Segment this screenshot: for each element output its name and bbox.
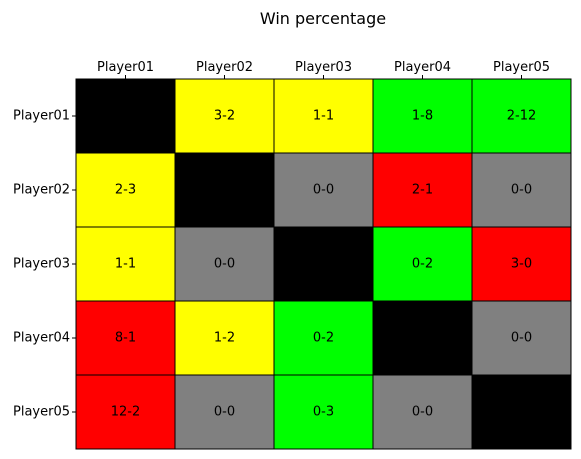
heatmap-cells — [75, 78, 572, 450]
heatmap-cell — [75, 300, 176, 376]
heatmap-cell — [75, 152, 176, 228]
row-tick-label: Player01 — [13, 109, 70, 124]
row-tick-label: Player04 — [13, 331, 70, 346]
row-tick-labels: Player01 Player02 Player03 Player04 Player05 — [13, 109, 70, 420]
heatmap-cell-label: 0-0 — [214, 405, 235, 420]
heatmap-cell — [273, 374, 374, 450]
column-tick-label: Player02 — [196, 60, 253, 75]
axis-ticks — [72, 75, 522, 413]
heatmap-cell-label: 0-3 — [313, 405, 334, 420]
heatmap-cell-label: 0-0 — [511, 183, 532, 198]
heatmap-cell — [174, 300, 275, 376]
heatmap-cell-label: 0-0 — [511, 331, 532, 346]
heatmap-cell-label: 3-0 — [511, 257, 532, 272]
heatmap-cell-label: 0-0 — [214, 257, 235, 272]
heatmap-cell — [471, 226, 572, 302]
heatmap-cell-label: 2-12 — [507, 109, 537, 124]
heatmap-cell-label: 2-1 — [412, 183, 433, 198]
heatmap-cell-label: 0-0 — [412, 405, 433, 420]
heatmap-cell — [75, 374, 176, 450]
heatmap-cell-label: 0-0 — [313, 183, 334, 198]
heatmap-cell — [471, 78, 572, 154]
heatmap-cell — [471, 152, 572, 228]
column-tick-label: Player04 — [394, 60, 451, 75]
heatmap-cell-label: 2-3 — [115, 183, 136, 198]
heatmap-cell-label: 1-8 — [412, 109, 433, 124]
heatmap-cell — [372, 374, 473, 450]
column-tick-labels: Player01 Player02 Player03 Player04 Player05 — [97, 60, 550, 75]
heatmap-cell-label: 1-1 — [313, 109, 334, 124]
heatmap-cell — [174, 374, 275, 450]
row-tick-label: Player03 — [13, 257, 70, 272]
column-tick-label: Player01 — [97, 60, 154, 75]
chart-title: Win percentage — [260, 9, 386, 28]
column-tick-label: Player05 — [493, 60, 550, 75]
heatmap-cell — [75, 78, 176, 154]
plot-frame — [75, 78, 572, 450]
heatmap-cell-label: 1-1 — [115, 257, 136, 272]
heatmap-cell — [174, 226, 275, 302]
heatmap-cell — [471, 300, 572, 376]
heatmap-cell-label: 0-2 — [412, 257, 433, 272]
heatmap-cell-label: 0-2 — [313, 331, 334, 346]
column-tick-label: Player03 — [295, 60, 352, 75]
heatmap-cell — [471, 374, 572, 450]
heatmap-cell — [273, 226, 374, 302]
heatmap-cell-labels: 3-2 1-1 1-8 2-12 2-3 0-0 2-1 0-0 1-1 0-0 0-2 3-0 8-1… — [111, 109, 537, 420]
heatmap-cell-label: 8-1 — [115, 331, 136, 346]
row-tick-label: Player05 — [13, 405, 70, 420]
heatmap-cell-label: 1-2 — [214, 331, 235, 346]
heatmap-cell-label: 3-2 — [214, 109, 235, 124]
heatmap-cell — [273, 78, 374, 154]
row-tick-label: Player02 — [13, 183, 70, 198]
heatmap-cell — [372, 300, 473, 376]
heatmap-cell — [174, 78, 275, 154]
heatmap-cell — [174, 152, 275, 228]
heatmap-cell-label: 12-2 — [111, 405, 141, 420]
heatmap-cell — [273, 152, 374, 228]
